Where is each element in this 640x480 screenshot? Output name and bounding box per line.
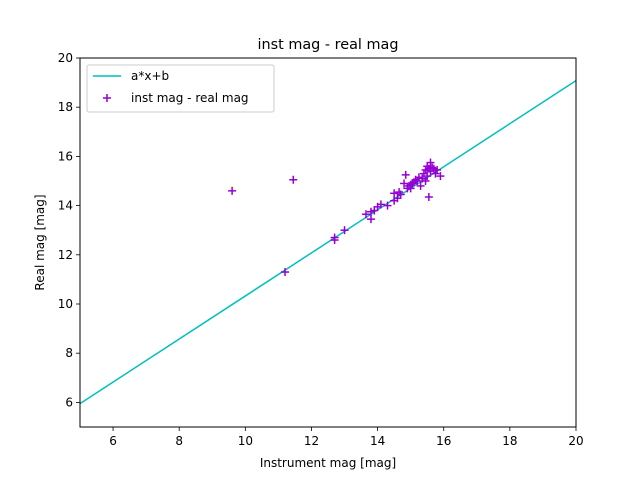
- y-tick-label: 18: [58, 100, 73, 114]
- y-axis-label: Real mag [mag]: [33, 194, 47, 290]
- x-tick-label: 16: [436, 434, 451, 448]
- x-tick-label: 12: [304, 434, 319, 448]
- fit-line: [80, 80, 576, 405]
- y-tick-label: 12: [58, 248, 73, 262]
- x-axis: 6 8 10 12 14 16 18 20: [109, 427, 584, 448]
- y-tick-label: 16: [58, 149, 73, 163]
- y-tick-label: 20: [58, 51, 73, 65]
- scatter-point: [366, 215, 375, 224]
- scatter-point: [362, 210, 371, 219]
- legend-scatter-swatch: [103, 94, 111, 102]
- x-tick-label: 18: [502, 434, 517, 448]
- y-tick-label: 6: [65, 395, 73, 409]
- scatter-point: [228, 186, 237, 195]
- scatter-point: [289, 175, 298, 184]
- x-tick-label: 8: [175, 434, 183, 448]
- fit-line-layer: [80, 80, 576, 405]
- x-tick-label: 14: [370, 434, 385, 448]
- y-tick-label: 8: [65, 346, 73, 360]
- scatter-point: [416, 181, 425, 190]
- scatter-point: [433, 165, 442, 174]
- y-tick-label: 10: [58, 297, 73, 311]
- scatter-point: [396, 190, 405, 199]
- scatter-point: [431, 169, 440, 178]
- scatter-point: [390, 189, 399, 198]
- x-tick-label: 10: [238, 434, 253, 448]
- scatter-points-layer: [228, 158, 445, 277]
- scatter-point: [406, 184, 415, 193]
- scatter-point: [436, 172, 445, 181]
- legend-scatter-label: inst mag - real mag: [131, 91, 249, 105]
- legend: a*x+b inst mag - real mag: [86, 64, 275, 113]
- scatter-point: [428, 163, 437, 172]
- scatter-point: [423, 172, 432, 181]
- scatter-point: [400, 179, 409, 188]
- chart-title: inst mag - real mag: [258, 37, 399, 53]
- legend-box: [86, 64, 275, 113]
- y-tick-label: 14: [58, 199, 73, 213]
- scatter-point: [340, 226, 349, 235]
- scatter-point: [401, 170, 410, 179]
- y-axis: 6 8 10 12 14 16 18 20: [58, 51, 80, 409]
- x-tick-label: 6: [109, 434, 117, 448]
- scatter-point: [424, 192, 433, 201]
- scatter-point: [426, 158, 435, 167]
- plot-frame: [79, 57, 577, 428]
- scatter-point: [376, 200, 385, 209]
- scatter-point: [281, 268, 290, 277]
- scatter-point: [383, 201, 392, 210]
- x-axis-label: Instrument mag [mag]: [260, 456, 396, 470]
- legend-line-label: a*x+b: [131, 69, 169, 83]
- scatter-point: [413, 177, 422, 185]
- plot-area: [80, 80, 576, 405]
- scatter-point: [330, 233, 339, 242]
- x-tick-label: 20: [568, 434, 583, 448]
- scatter-point: [421, 177, 430, 185]
